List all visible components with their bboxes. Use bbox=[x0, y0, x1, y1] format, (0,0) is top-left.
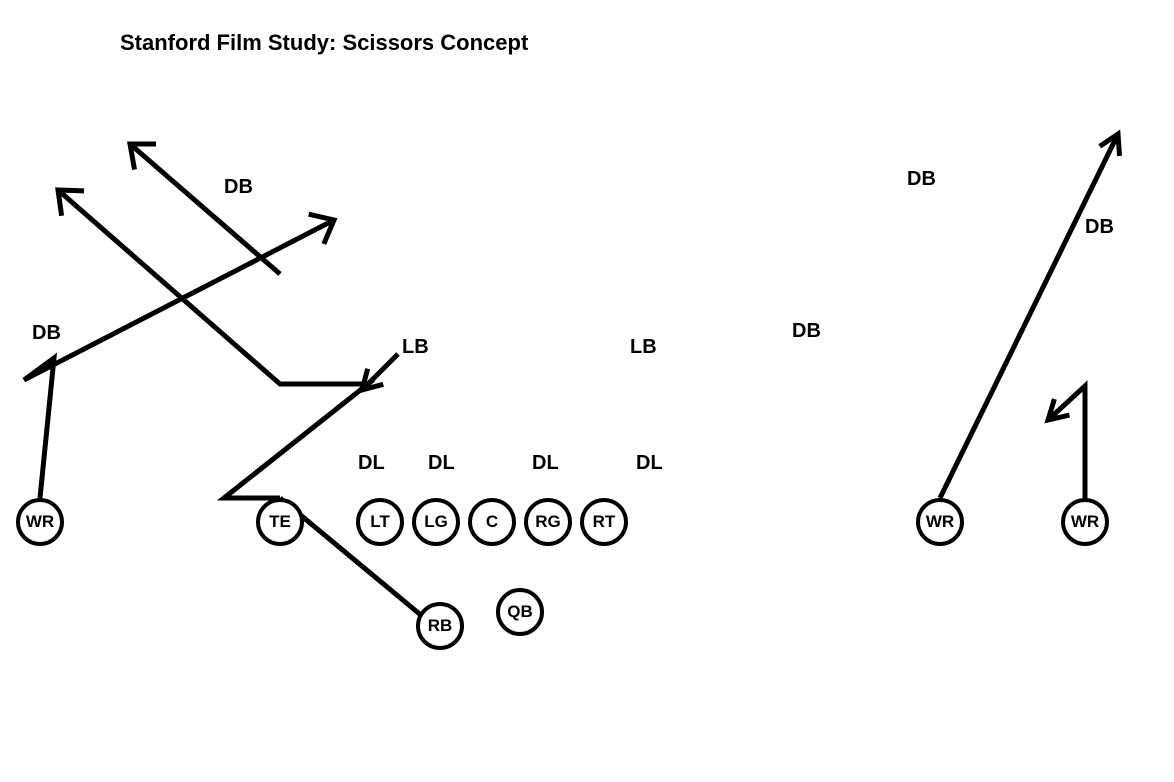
routes-layer bbox=[0, 0, 1174, 782]
player-label: WR bbox=[926, 512, 954, 532]
defender-label-DB-0: DB bbox=[224, 176, 253, 199]
player-label: WR bbox=[1071, 512, 1099, 532]
defender-label-DL-8: DL bbox=[428, 452, 455, 475]
player-RT: RT bbox=[580, 498, 628, 546]
player-label: RB bbox=[428, 616, 453, 636]
player-RB: RB bbox=[416, 602, 464, 650]
player-label: LG bbox=[424, 512, 448, 532]
route-arrow-WR_R2_route bbox=[1048, 399, 1069, 420]
player-WR_L: WR bbox=[16, 498, 64, 546]
route-WR_R2_route bbox=[1048, 386, 1085, 498]
player-WR_R2: WR bbox=[1061, 498, 1109, 546]
player-label: TE bbox=[269, 512, 291, 532]
player-QB: QB bbox=[496, 588, 544, 636]
route-WR_L_route bbox=[24, 220, 334, 498]
player-RG: RG bbox=[524, 498, 572, 546]
defender-label-DB-2: DB bbox=[1085, 216, 1114, 239]
player-label: RG bbox=[535, 512, 561, 532]
defender-label-DB-1: DB bbox=[907, 168, 936, 191]
player-TE: TE bbox=[256, 498, 304, 546]
diagram-title: Stanford Film Study: Scissors Concept bbox=[120, 30, 528, 56]
player-label: WR bbox=[26, 512, 54, 532]
route-arrow-WR_L_route bbox=[309, 214, 334, 244]
route-arrow-LB_blitz bbox=[362, 369, 383, 390]
player-label: LT bbox=[370, 512, 390, 532]
route-TE_cross_tail bbox=[130, 144, 280, 274]
route-arrow-WR_R1_route bbox=[1100, 134, 1120, 156]
player-label: RT bbox=[593, 512, 616, 532]
route-WR_R1_route bbox=[940, 134, 1118, 498]
defender-label-DB-3: DB bbox=[32, 322, 61, 345]
player-label: C bbox=[486, 512, 498, 532]
defender-label-DL-10: DL bbox=[636, 452, 663, 475]
defender-label-DB-4: DB bbox=[792, 320, 821, 343]
route-arrow-TE_cross_tail bbox=[130, 144, 156, 170]
player-label: QB bbox=[507, 602, 533, 622]
route-TE_route bbox=[58, 190, 368, 498]
player-C: C bbox=[468, 498, 516, 546]
player-WR_R1: WR bbox=[916, 498, 964, 546]
route-LB_blitz bbox=[362, 354, 398, 390]
defender-label-LB-5: LB bbox=[402, 336, 429, 359]
player-LT: LT bbox=[356, 498, 404, 546]
defender-label-DL-9: DL bbox=[532, 452, 559, 475]
player-LG: LG bbox=[412, 498, 460, 546]
defender-label-LB-6: LB bbox=[630, 336, 657, 359]
play-diagram: Stanford Film Study: Scissors Concept WR… bbox=[0, 0, 1174, 782]
defender-label-DL-7: DL bbox=[358, 452, 385, 475]
route-arrow-TE_route bbox=[58, 190, 84, 216]
